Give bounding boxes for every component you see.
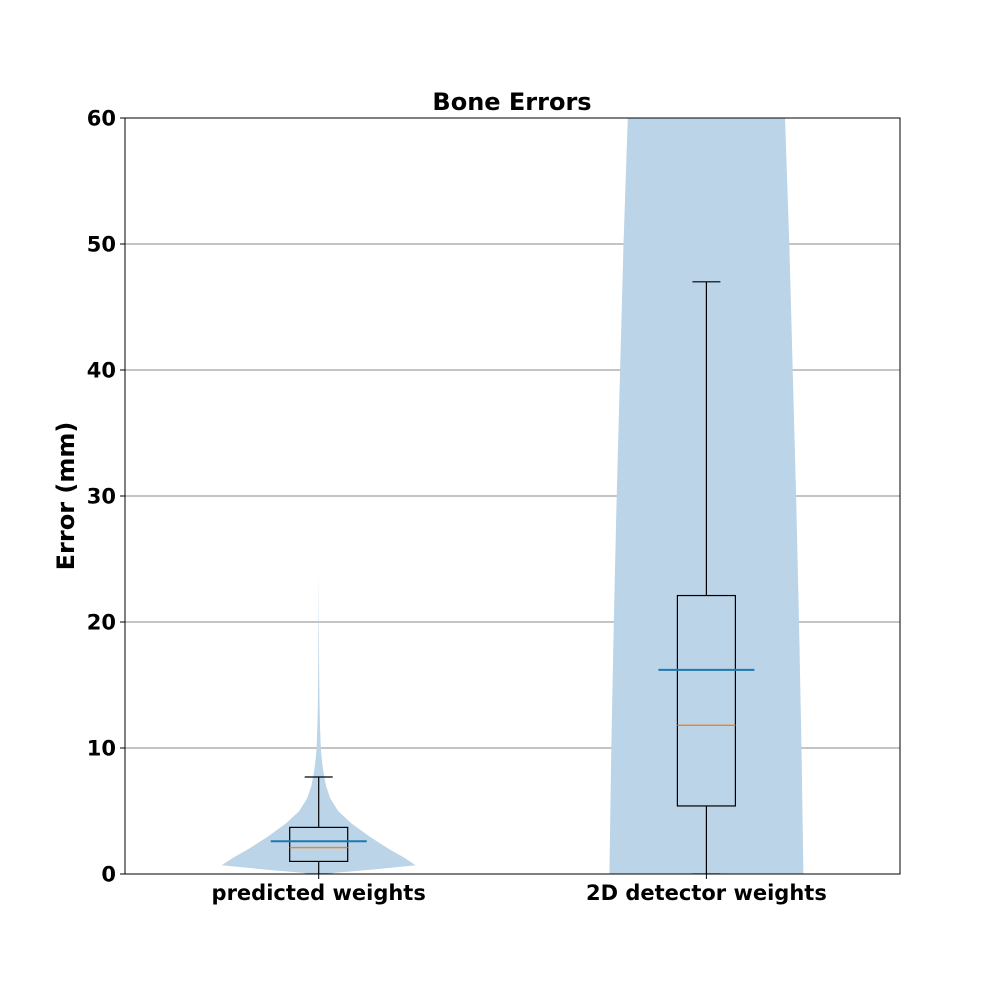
- y-tick-label: 50: [87, 233, 116, 257]
- y-tick-label: 20: [87, 611, 116, 635]
- x-tick-label: 2D detector weights: [586, 881, 827, 905]
- violin-body: [221, 571, 416, 874]
- chart-title: Bone Errors: [432, 88, 591, 116]
- y-axis-label: Error (mm): [52, 422, 80, 571]
- y-tick-label: 30: [87, 485, 116, 509]
- y-tick-label: 0: [101, 863, 116, 887]
- y-tick-label: 60: [87, 107, 116, 131]
- x-tick-label: predicted weights: [212, 881, 426, 905]
- iqr-box: [289, 826, 349, 863]
- y-tick-label: 10: [87, 737, 116, 761]
- iqr-box: [676, 594, 737, 807]
- y-tick-label: 40: [87, 359, 116, 383]
- box-layer: [270, 281, 755, 874]
- axis-layer: 0 10 20 30 40 50 60 predicted weights 2D detecto…: [87, 107, 827, 906]
